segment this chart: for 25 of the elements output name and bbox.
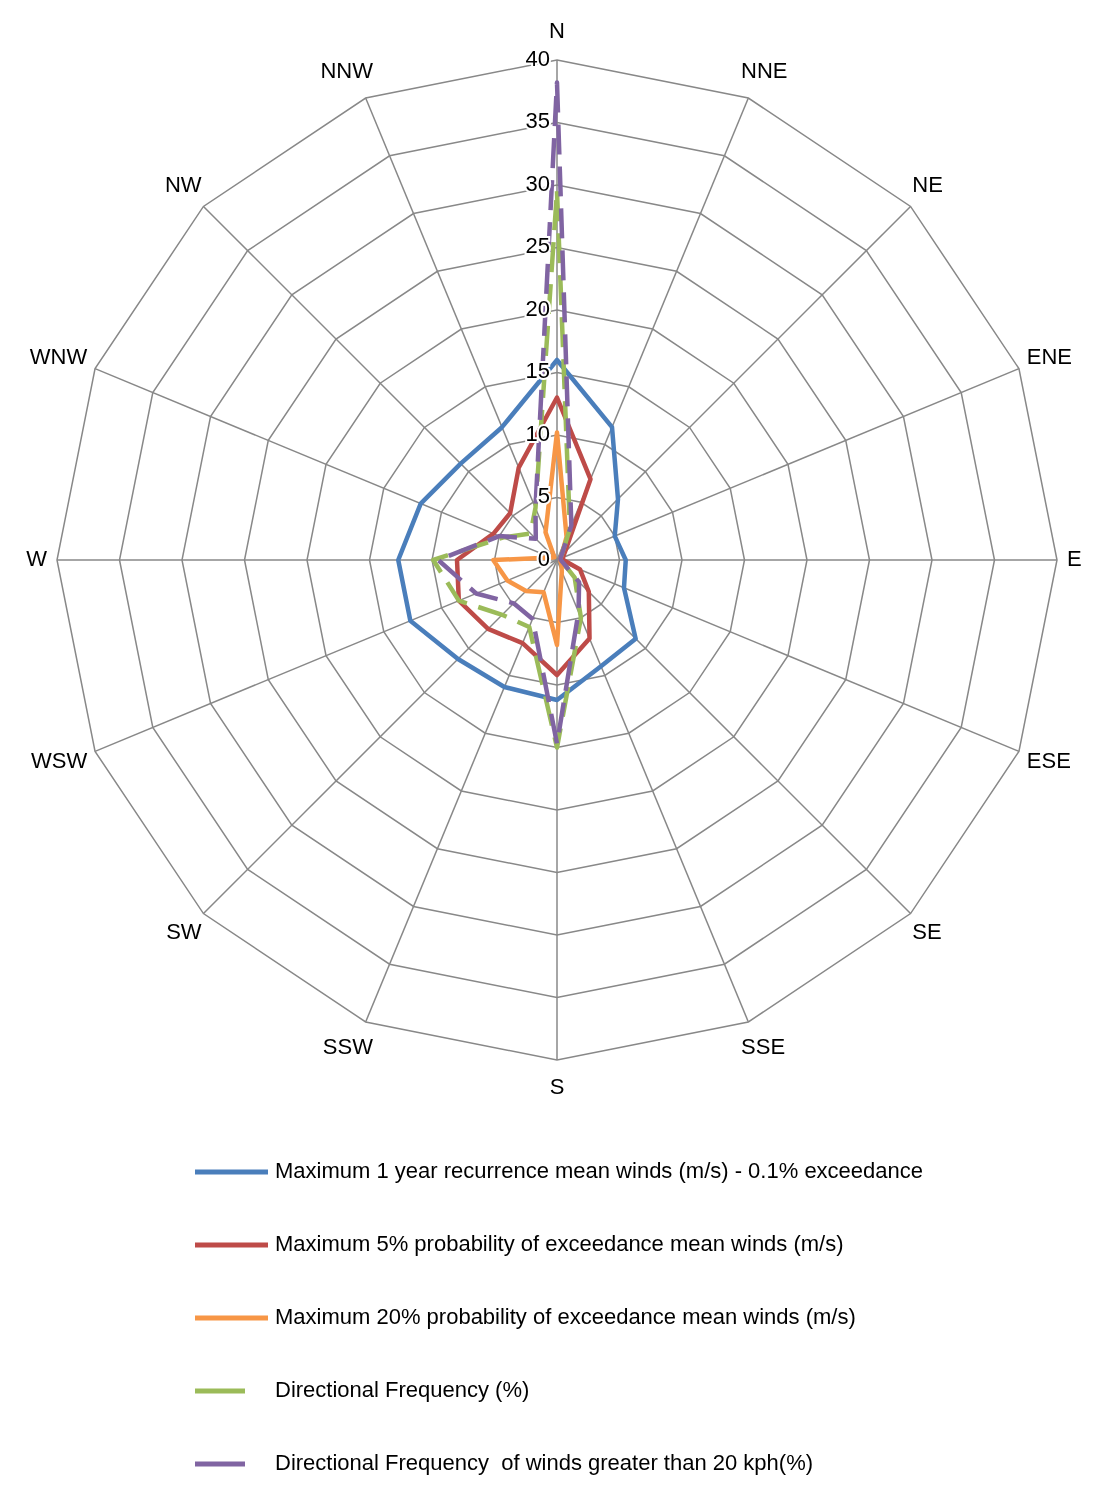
spoke-label: NNE — [741, 58, 788, 83]
legend-label: Directional Frequency of winds greater than 20 kph(%) — [275, 1449, 814, 1475]
spoke-label: SSW — [322, 1033, 374, 1059]
spoke-label: NW — [164, 172, 202, 198]
spoke-label: WSW — [30, 747, 88, 773]
spoke-label: S — [549, 1073, 565, 1099]
legend-label: Directional Frequency (%) — [275, 1376, 530, 1402]
spoke-label: E — [1067, 545, 1082, 571]
legend-label: Maximum 1 year recurrence mean winds (m/s) - 0.1% exceedance — [275, 1157, 924, 1183]
spoke-label: NNW — [320, 58, 374, 83]
y-tick-label: 30 — [525, 170, 550, 196]
y-tick-label: 0 — [537, 545, 550, 571]
y-tick-label: 35 — [525, 108, 550, 134]
spoke-label: SE — [912, 919, 942, 945]
legend-label: Maximum 20% probability of exceedance mean winds (m/s) — [275, 1303, 856, 1329]
spoke-label: W — [26, 545, 48, 571]
spoke-label: SW — [166, 919, 202, 945]
spoke-label: ENE — [1026, 343, 1073, 369]
spoke-label: WNW — [29, 343, 88, 369]
spoke-label: ESE — [1026, 747, 1071, 773]
spoke-label: N — [549, 17, 565, 43]
spoke-label: SSE — [741, 1033, 786, 1059]
legend-label: Maximum 5% probability of exceedance mean winds (m/s) — [275, 1230, 844, 1256]
spoke-label: NE — [912, 172, 943, 198]
y-tick-label: 40 — [525, 45, 550, 71]
